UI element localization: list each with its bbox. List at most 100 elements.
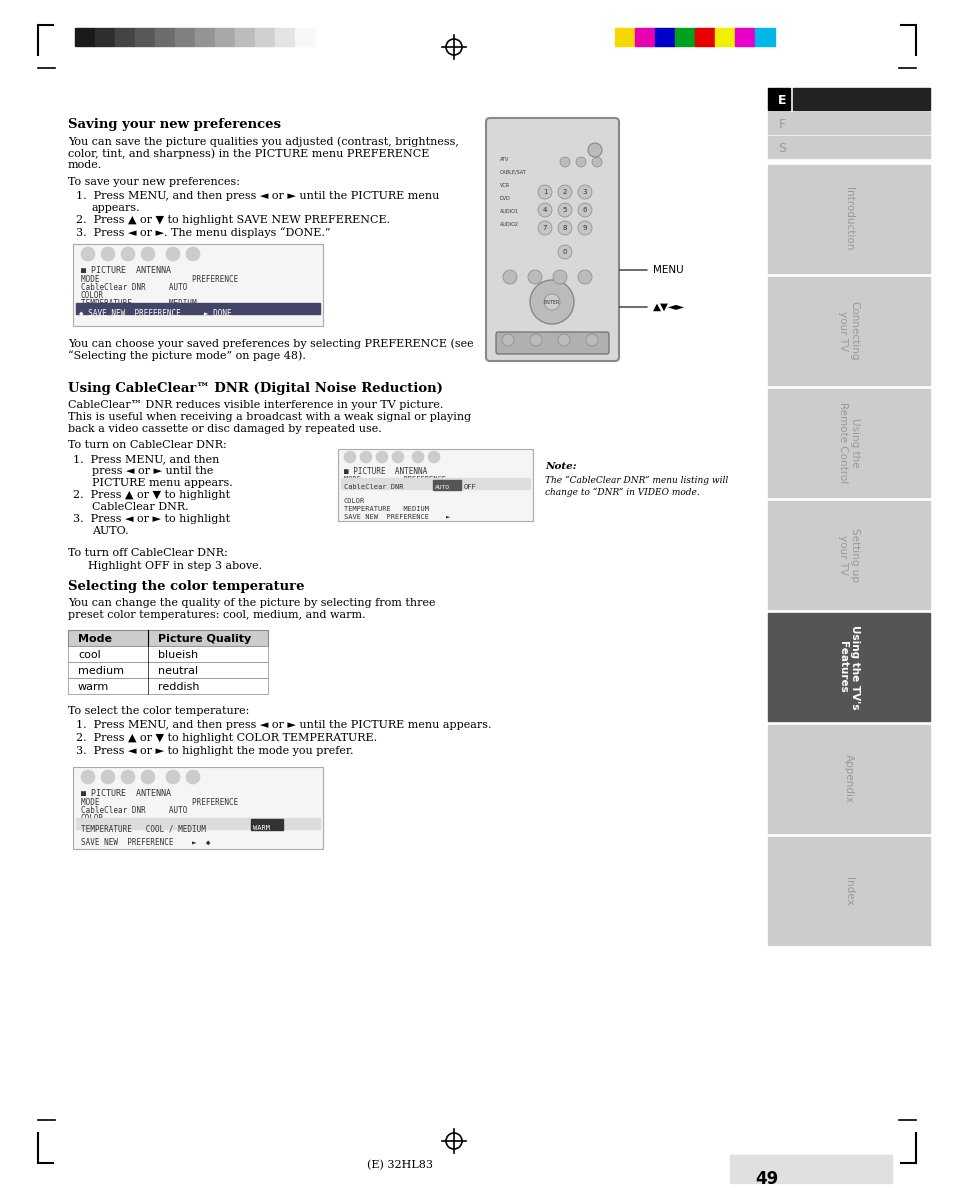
Bar: [714, 29, 734, 46]
Text: ▲▼◄►: ▲▼◄►: [652, 302, 684, 312]
Text: SAVE NEW  PREFERENCE    ►: SAVE NEW PREFERENCE ►: [344, 514, 450, 520]
Text: ■ PICTURE  ANTENNA: ■ PICTURE ANTENNA: [81, 266, 171, 274]
Text: Using the TV's
Features: Using the TV's Features: [838, 625, 859, 709]
Circle shape: [186, 247, 200, 261]
Text: TEMPERATURE   MEDIUM: TEMPERATURE MEDIUM: [344, 506, 429, 512]
Text: PICTURE menu appears.: PICTURE menu appears.: [91, 478, 233, 488]
Text: S: S: [778, 141, 785, 154]
Circle shape: [553, 270, 566, 284]
Text: 2: 2: [562, 189, 567, 195]
Circle shape: [527, 270, 541, 284]
Text: ENTER: ENTER: [543, 299, 559, 304]
Bar: [254, 29, 274, 46]
Bar: [68, 630, 268, 646]
Text: ◆ SAVE NEW  PREFERENCE     ► DONE: ◆ SAVE NEW PREFERENCE ► DONE: [79, 309, 232, 318]
Bar: [68, 646, 268, 662]
Text: Appendix: Appendix: [843, 754, 853, 803]
Text: E: E: [777, 94, 785, 107]
Text: AUTO: AUTO: [435, 485, 450, 489]
Text: COLOR: COLOR: [81, 814, 104, 823]
Text: COLOR: COLOR: [344, 498, 365, 504]
Text: Introduction: Introduction: [843, 188, 853, 251]
Bar: [767, 501, 929, 609]
Bar: [76, 819, 319, 829]
Text: 2.  Press ▲ or ▼ to highlight SAVE NEW PREFERENCE.: 2. Press ▲ or ▼ to highlight SAVE NEW PR…: [76, 215, 390, 225]
Text: back a video cassette or disc damaged by repeated use.: back a video cassette or disc damaged by…: [68, 424, 381, 434]
Circle shape: [344, 451, 355, 463]
Text: AUDIO1: AUDIO1: [499, 209, 518, 214]
Text: MENU: MENU: [652, 265, 683, 274]
Text: Note:: Note:: [544, 462, 576, 470]
Circle shape: [412, 451, 423, 463]
Bar: [174, 29, 194, 46]
Circle shape: [166, 247, 180, 261]
Bar: [75, 29, 95, 46]
Text: Setting up
your TV: Setting up your TV: [838, 527, 859, 582]
Text: 4: 4: [542, 207, 547, 213]
Circle shape: [559, 157, 569, 168]
Bar: [767, 165, 929, 273]
Text: Using the
Remote Control: Using the Remote Control: [838, 403, 859, 484]
Text: 2.  Press ▲ or ▼ to highlight COLOR TEMPERATURE.: 2. Press ▲ or ▼ to highlight COLOR TEMPE…: [76, 733, 376, 742]
Text: To turn off CableClear DNR:: To turn off CableClear DNR:: [68, 548, 228, 558]
Bar: [655, 29, 675, 46]
FancyBboxPatch shape: [496, 331, 608, 354]
Text: appears.: appears.: [91, 203, 140, 213]
Bar: [214, 29, 234, 46]
Bar: [154, 29, 174, 46]
Circle shape: [537, 221, 552, 235]
Text: 2.  Press ▲ or ▼ to highlight: 2. Press ▲ or ▼ to highlight: [73, 489, 230, 500]
Bar: [115, 29, 135, 46]
Text: CableClear™ DNR reduces visible interference in your TV picture.: CableClear™ DNR reduces visible interfer…: [68, 400, 443, 410]
Circle shape: [101, 770, 115, 784]
Text: neutral: neutral: [158, 666, 198, 676]
Text: CableClear DNR.: CableClear DNR.: [91, 503, 189, 512]
Text: CableClear DNR     AUTO: CableClear DNR AUTO: [81, 283, 187, 292]
Circle shape: [592, 157, 601, 168]
Circle shape: [578, 270, 592, 284]
Text: OFF: OFF: [463, 484, 476, 489]
Text: 3.  Press ◄ or ►. The menu displays “DONE.”: 3. Press ◄ or ►. The menu displays “DONE…: [76, 227, 330, 238]
Bar: [433, 480, 460, 489]
Text: You can change the quality of the picture by selecting from three: You can change the quality of the pictur…: [68, 598, 435, 608]
Bar: [767, 112, 929, 134]
Circle shape: [558, 185, 572, 200]
Text: “Selecting the picture mode” on page 48).: “Selecting the picture mode” on page 48)…: [68, 350, 306, 361]
Text: change to “DNR” in VIDEO mode.: change to “DNR” in VIDEO mode.: [544, 488, 699, 498]
Text: 7: 7: [542, 225, 547, 230]
Circle shape: [576, 157, 585, 168]
Circle shape: [186, 770, 200, 784]
Text: 9: 9: [582, 225, 587, 230]
Text: CableClear DNR: CableClear DNR: [344, 484, 403, 489]
Text: 1.  Press MENU, and then press ◄ or ► until the PICTURE menu appears.: 1. Press MENU, and then press ◄ or ► unt…: [76, 720, 491, 729]
Circle shape: [558, 334, 569, 346]
Bar: [635, 29, 655, 46]
Bar: [73, 244, 323, 326]
Circle shape: [537, 203, 552, 217]
Text: ■ PICTURE  ANTENNA: ■ PICTURE ANTENNA: [344, 467, 427, 476]
Text: AUDIO2: AUDIO2: [499, 222, 518, 227]
FancyBboxPatch shape: [485, 118, 618, 361]
Text: press ◄ or ► until the: press ◄ or ► until the: [91, 466, 213, 476]
Text: Selecting the color temperature: Selecting the color temperature: [68, 580, 304, 593]
Text: The “CableClear DNR” menu listing will: The “CableClear DNR” menu listing will: [544, 476, 727, 486]
Text: MODE          PREFERENCE: MODE PREFERENCE: [344, 476, 446, 482]
Bar: [615, 29, 635, 46]
Bar: [337, 449, 533, 522]
Bar: [767, 388, 929, 497]
Bar: [135, 29, 154, 46]
Text: cool: cool: [78, 650, 101, 661]
Bar: [792, 88, 929, 110]
Text: SAVE NEW  PREFERENCE    ►  ◆: SAVE NEW PREFERENCE ► ◆: [81, 838, 211, 847]
Text: 3.  Press ◄ or ► to highlight the mode you prefer.: 3. Press ◄ or ► to highlight the mode yo…: [76, 746, 354, 756]
Text: 3.  Press ◄ or ► to highlight: 3. Press ◄ or ► to highlight: [73, 514, 230, 524]
Circle shape: [501, 334, 514, 346]
Circle shape: [81, 247, 95, 261]
Bar: [234, 29, 254, 46]
Circle shape: [530, 280, 574, 324]
Text: 1.  Press MENU, and then: 1. Press MENU, and then: [73, 454, 219, 465]
Text: VCR: VCR: [499, 183, 510, 188]
Text: Index: Index: [843, 877, 853, 905]
Text: ATV: ATV: [499, 157, 509, 162]
Text: AUTO.: AUTO.: [91, 526, 129, 536]
